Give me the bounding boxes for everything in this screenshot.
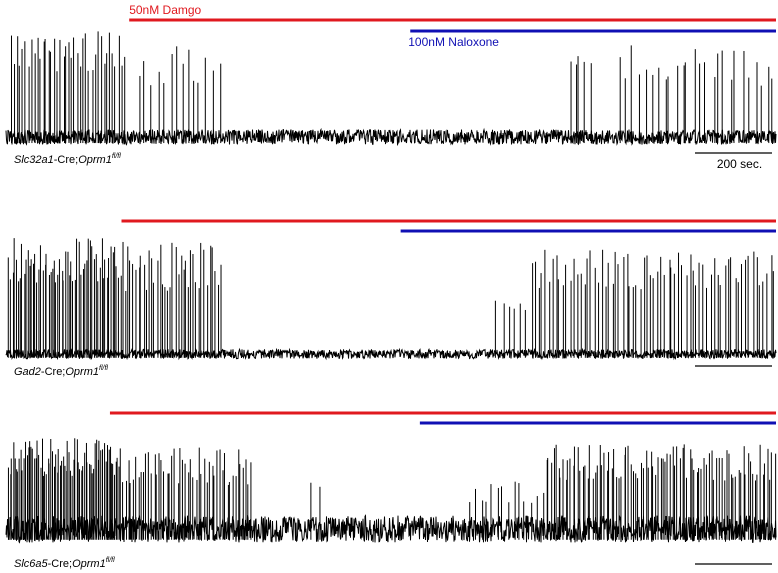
damgo-label: 50nM Damgo bbox=[129, 3, 201, 17]
panel-2: Gad2-Cre;Oprm1fl/fl bbox=[5, 219, 777, 378]
naloxone-label: 100nM Naloxone bbox=[408, 35, 499, 49]
panel-3: Slc6a5-Cre;Oprm1fl/fl bbox=[5, 411, 777, 570]
genotype-label: Gad2-Cre;Oprm1fl/fl bbox=[14, 365, 108, 378]
panel-1: 50nM Damgo 100nM Naloxone Slc32a1-Cre;Oprm… bbox=[5, 3, 777, 171]
genotype-label: Slc32a1-Cre;Oprm1fl/fl bbox=[14, 153, 121, 166]
scale-bar-label: 200 sec. bbox=[717, 157, 762, 171]
trace-baseline bbox=[5, 347, 777, 361]
genotype-label: Slc6a5-Cre;Oprm1fl/fl bbox=[14, 557, 115, 570]
trace-baseline bbox=[5, 514, 777, 544]
trace-baseline bbox=[5, 127, 777, 147]
